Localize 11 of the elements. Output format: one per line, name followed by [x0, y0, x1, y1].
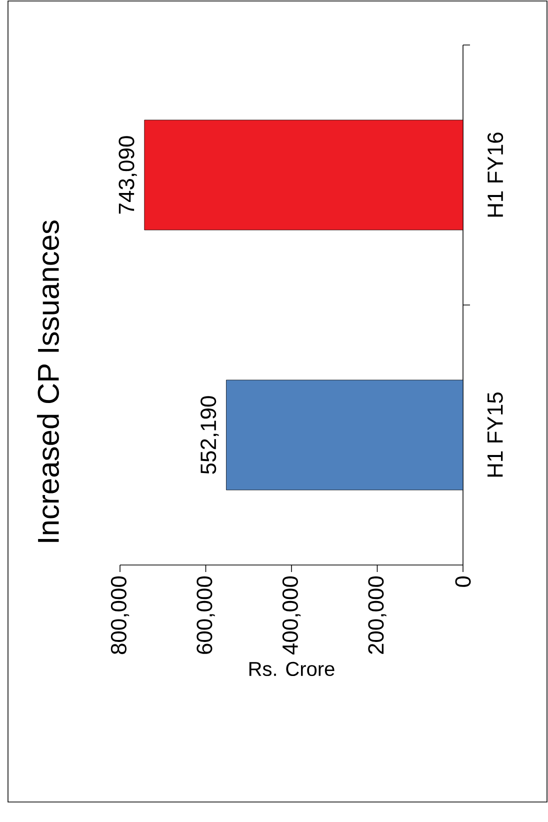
x-tick-label: 600,000 [196, 576, 215, 654]
x-axis-title: Rs. Crore [249, 662, 334, 676]
data-label: 743,090 [118, 136, 137, 214]
data-label: 552,190 [200, 396, 219, 474]
x-tick-label: 0 [455, 576, 471, 587]
x-tick-label: 800,000 [110, 576, 130, 654]
text: Increased CP Issuances [36, 220, 60, 542]
x-tick-label: 200,000 [368, 576, 386, 654]
y-tick-label: H1 FY16 [488, 132, 504, 217]
y-tick-label: H1 FY15 [488, 392, 503, 477]
x-tick-label: 400,000 [282, 576, 301, 655]
